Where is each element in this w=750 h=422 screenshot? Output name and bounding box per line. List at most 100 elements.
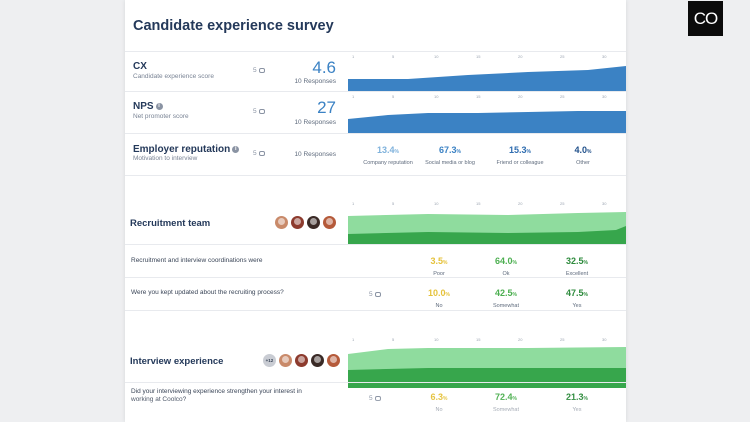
tick-label: 1 — [352, 201, 355, 206]
survey-card: Candidate experience survey CX Candidate… — [125, 0, 626, 422]
tick-label: 20 — [518, 337, 523, 342]
avatar[interactable] — [275, 216, 288, 229]
interview-avatars: +12 — [263, 354, 340, 367]
stat-label: Poor — [433, 271, 445, 277]
avatar[interactable] — [291, 216, 304, 229]
nps-label: NPS i — [133, 101, 163, 112]
stat-value: 15.3% — [509, 145, 531, 155]
divider — [125, 244, 626, 245]
stat-item: 3.5% Poor — [409, 251, 469, 278]
stat-item: 10.0% No — [409, 283, 469, 310]
stat-value: 4.0% — [574, 145, 592, 155]
stat-value: 32.5% — [566, 256, 588, 266]
stat-value: 13.4% — [377, 145, 399, 155]
info-icon[interactable]: i — [155, 102, 163, 110]
comment-icon — [258, 108, 265, 114]
tick-label: 30 — [602, 201, 607, 206]
question-text: Were you kept updated about the recruiti… — [131, 289, 284, 296]
stat-item: 4.0% Other — [553, 140, 613, 167]
tick-label: 20 — [518, 94, 523, 99]
stat-value: 10.0% — [428, 288, 450, 298]
tick-label: 15 — [476, 54, 481, 59]
divider — [125, 51, 626, 52]
tick-label: 25 — [560, 54, 565, 59]
tick-label: 5 — [392, 337, 395, 342]
tick-label: 25 — [560, 201, 565, 206]
employer-responses[interactable]: 10 Responses — [294, 151, 336, 158]
avatar[interactable] — [307, 216, 320, 229]
nps-trend-chart: 1 5 10 15 20 25 30 — [348, 93, 626, 133]
tick-label: 20 — [518, 201, 523, 206]
divider — [125, 310, 626, 311]
nps-score: 27 — [317, 98, 336, 117]
cx-responses[interactable]: 10 Responses — [294, 78, 336, 85]
tick-label: 25 — [560, 94, 565, 99]
recruitment-trend-chart: 1 5 10 15 20 25 30 — [348, 200, 626, 244]
stat-label: Excellent — [565, 271, 589, 277]
stat-value: 64.0% — [495, 256, 517, 266]
tick-label: 30 — [602, 54, 607, 59]
stat-value: 47.5% — [566, 288, 588, 298]
question-text: Recruitment and interview coordinations … — [131, 257, 263, 264]
stat-label: Somewhat — [493, 303, 519, 309]
stat-label: Company reputation — [363, 160, 413, 166]
avatar[interactable] — [323, 216, 336, 229]
stat-item: 32.5% Excellent — [547, 251, 607, 278]
cx-label: CX — [133, 61, 147, 72]
stat-value: 42.5% — [495, 288, 517, 298]
comment-icon — [258, 150, 265, 156]
nps-sublabel: Net promoter score — [133, 113, 189, 120]
tick-label: 15 — [476, 94, 481, 99]
tick-label: 5 — [392, 94, 395, 99]
avatar[interactable] — [327, 354, 340, 367]
nps-comments[interactable]: 5 — [253, 108, 265, 115]
stat-label: Yes — [572, 303, 582, 309]
tick-label: 15 — [476, 337, 481, 342]
stat-value: 67.3% — [439, 145, 461, 155]
tick-label: 25 — [560, 337, 565, 342]
cx-trend-chart: 1 5 10 15 20 25 30 — [348, 53, 626, 91]
divider — [125, 91, 626, 92]
tick-label: 1 — [352, 54, 355, 59]
cx-score: 4.6 — [312, 58, 336, 77]
info-icon[interactable]: i — [232, 145, 240, 153]
stat-item: 47.5% Yes — [547, 283, 607, 310]
employer-comments[interactable]: 5 — [253, 150, 265, 157]
divider — [125, 382, 626, 383]
divider — [125, 133, 626, 134]
stat-item: 64.0% Ok — [476, 251, 536, 278]
avatar[interactable] — [311, 354, 324, 367]
divider — [125, 175, 626, 176]
interview-title: Interview experience — [130, 356, 224, 367]
tick-label: 20 — [518, 54, 523, 59]
stat-item: 67.3% Social media or blog — [420, 140, 480, 167]
tick-label: 10 — [434, 94, 439, 99]
stat-value: 3.5% — [430, 256, 448, 266]
avatar[interactable] — [295, 354, 308, 367]
stat-item: 42.5% Somewhat — [476, 283, 536, 310]
divider — [125, 277, 626, 278]
page-title: Candidate experience survey — [133, 18, 334, 34]
cx-comments[interactable]: 5 — [253, 67, 265, 74]
tick-label: 10 — [434, 337, 439, 342]
recruitment-title: Recruitment team — [130, 218, 211, 229]
nps-responses[interactable]: 10 Responses — [294, 119, 336, 126]
stat-label: Social media or blog — [425, 160, 475, 166]
employer-label: Employer reputation i — [133, 144, 240, 155]
more-avatars-badge[interactable]: +12 — [263, 354, 276, 367]
nps-area — [348, 111, 626, 133]
recruitment-avatars — [275, 216, 336, 229]
comment-icon — [374, 291, 381, 297]
tick-label: 10 — [434, 54, 439, 59]
tick-label: 5 — [392, 54, 395, 59]
question-comments[interactable]: 5 — [369, 291, 381, 298]
tick-label: 1 — [352, 337, 355, 342]
stat-label: Friend or colleague — [496, 160, 544, 166]
avatar[interactable] — [279, 354, 292, 367]
brand-logo: CO — [688, 1, 723, 36]
employer-sublabel: Motivation to interview — [133, 155, 198, 162]
tick-label: 15 — [476, 201, 481, 206]
interview-trend-chart: 1 5 10 15 20 25 30 — [348, 336, 626, 388]
tick-label: 30 — [602, 94, 607, 99]
cx-sublabel: Candidate experience score — [133, 73, 214, 80]
